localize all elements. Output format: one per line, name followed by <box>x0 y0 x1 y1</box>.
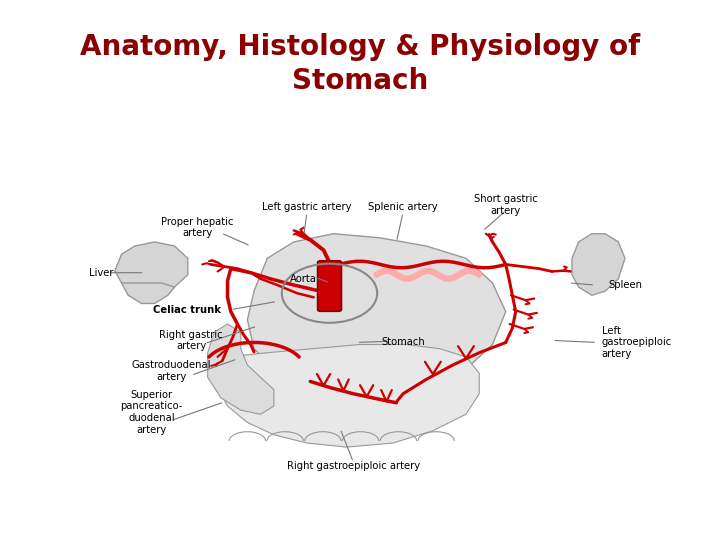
Polygon shape <box>122 283 174 303</box>
Text: Gastroduodenal
artery: Gastroduodenal artery <box>132 360 211 382</box>
Polygon shape <box>248 234 505 394</box>
Polygon shape <box>207 324 274 414</box>
Text: Left
gastroepiploic
artery: Left gastroepiploic artery <box>602 326 672 359</box>
Text: Aorta: Aorta <box>290 274 317 284</box>
Polygon shape <box>115 242 188 291</box>
Text: Right gastric
artery: Right gastric artery <box>159 329 223 351</box>
Text: Left gastric artery: Left gastric artery <box>262 202 352 212</box>
Text: Spleen: Spleen <box>608 280 642 290</box>
Text: Anatomy, Histology & Physiology of
Stomach: Anatomy, Histology & Physiology of Stoma… <box>80 33 640 94</box>
Text: Right gastroepiploic artery: Right gastroepiploic artery <box>287 461 420 470</box>
Text: Splenic artery: Splenic artery <box>368 202 438 212</box>
Text: Proper hepatic
artery: Proper hepatic artery <box>161 217 234 238</box>
Text: Celiac trunk: Celiac trunk <box>153 305 221 315</box>
Text: Superior
pancreatico-
duodenal
artery: Superior pancreatico- duodenal artery <box>120 390 183 435</box>
Text: Liver: Liver <box>89 268 114 278</box>
Text: Stomach: Stomach <box>381 338 425 347</box>
Polygon shape <box>572 234 625 295</box>
FancyBboxPatch shape <box>318 261 341 311</box>
Polygon shape <box>215 345 480 447</box>
Text: Short gastric
artery: Short gastric artery <box>474 194 538 216</box>
